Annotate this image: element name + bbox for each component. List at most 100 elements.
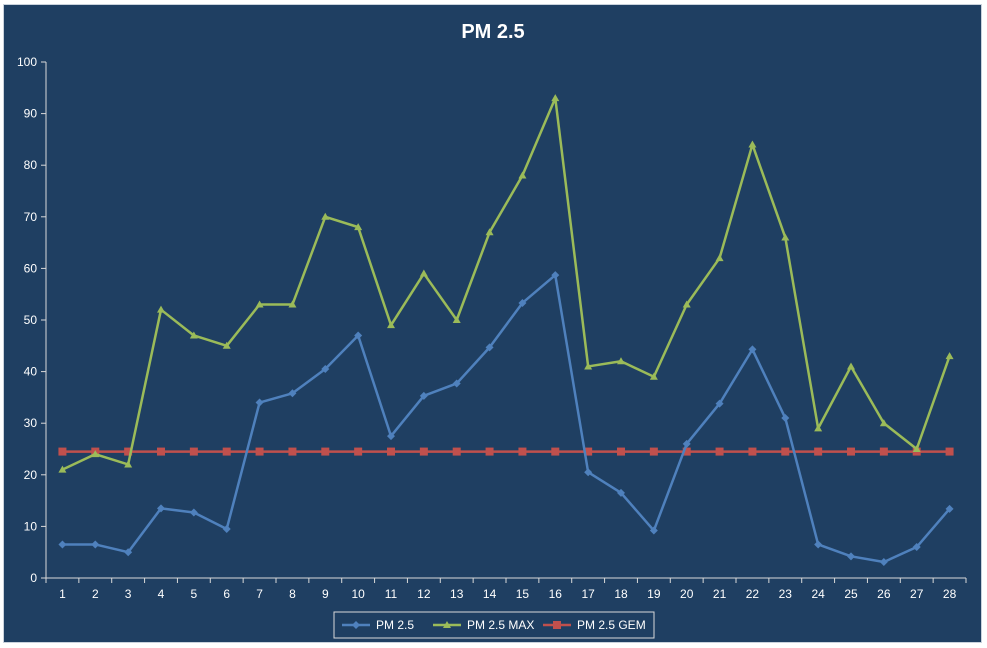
data-point-pm-2-5 bbox=[452, 379, 461, 388]
data-point-pm-2-5-max bbox=[124, 460, 133, 468]
axes bbox=[45, 62, 966, 579]
data-point-pm-2-5-max bbox=[879, 419, 888, 427]
data-point-pm-2-5-gem bbox=[682, 447, 691, 456]
x-tick-label: 2 bbox=[92, 587, 99, 601]
data-point-pm-2-5-gem bbox=[649, 447, 658, 456]
data-point-pm-2-5-max bbox=[617, 357, 625, 365]
data-point-pm-2-5 bbox=[879, 558, 888, 567]
y-tick-label: 0 bbox=[30, 571, 37, 585]
x-tick-label: 15 bbox=[516, 587, 530, 601]
data-point-pm-2-5 bbox=[387, 432, 395, 441]
y-tick-label: 70 bbox=[24, 210, 38, 224]
series-pm-2-5-gem bbox=[58, 447, 954, 456]
data-point-pm-2-5-gem bbox=[879, 447, 888, 456]
x-tick-label: 1 bbox=[59, 587, 66, 601]
data-point-pm-2-5-gem bbox=[715, 447, 724, 456]
data-point-pm-2-5-gem bbox=[189, 447, 198, 456]
data-point-pm-2-5 bbox=[518, 298, 527, 307]
x-tick-label: 5 bbox=[191, 587, 198, 601]
x-tick-label: 12 bbox=[417, 587, 431, 601]
data-point-pm-2-5-max bbox=[847, 362, 855, 370]
series-pm-2-5-max bbox=[58, 94, 954, 473]
data-point-pm-2-5-max bbox=[715, 254, 724, 262]
x-tick-label: 18 bbox=[614, 587, 628, 601]
data-point-pm-2-5 bbox=[58, 540, 67, 549]
data-point-pm-2-5-max bbox=[814, 424, 823, 432]
data-point-pm-2-5 bbox=[617, 488, 625, 497]
data-point-pm-2-5-gem bbox=[124, 447, 133, 456]
data-point-pm-2-5-gem bbox=[157, 447, 165, 456]
data-point-pm-2-5-gem bbox=[222, 447, 231, 456]
legend-item-pm-2-5: PM 2.5 bbox=[342, 618, 414, 632]
chart-area bbox=[3, 4, 982, 643]
data-point-pm-2-5-max bbox=[189, 331, 198, 339]
data-point-pm-2-5-max bbox=[485, 228, 494, 236]
data-point-pm-2-5-gem bbox=[551, 447, 560, 456]
y-tick-label: 50 bbox=[24, 313, 38, 327]
legend-label: PM 2.5 GEM bbox=[577, 618, 646, 632]
y-axis-ticks: 0 10 20 30 40 50 60 70 80 90 100 bbox=[17, 55, 46, 585]
data-point-pm-2-5-max bbox=[912, 445, 921, 452]
data-point-pm-2-5 bbox=[814, 540, 823, 549]
data-point-pm-2-5 bbox=[649, 526, 658, 535]
data-point-pm-2-5-max bbox=[91, 450, 100, 458]
x-tick-label: 25 bbox=[844, 587, 858, 601]
data-point-pm-2-5 bbox=[321, 365, 330, 374]
data-point-pm-2-5-max bbox=[157, 305, 165, 313]
x-tick-label: 23 bbox=[779, 587, 793, 601]
x-tick-label: 17 bbox=[581, 587, 595, 601]
data-point-pm-2-5-gem bbox=[781, 447, 790, 456]
data-point-pm-2-5-max bbox=[649, 372, 658, 380]
chart-title: PM 2.5 bbox=[461, 21, 524, 43]
data-point-pm-2-5 bbox=[682, 439, 691, 448]
data-point-pm-2-5 bbox=[847, 552, 855, 561]
x-tick-label: 11 bbox=[385, 587, 398, 601]
data-point-pm-2-5 bbox=[189, 508, 198, 517]
data-point-pm-2-5 bbox=[222, 524, 231, 533]
series-line-pm-2-5 bbox=[62, 273, 951, 564]
data-point-pm-2-5 bbox=[255, 398, 264, 407]
legend: PM 2.5 PM 2.5 MAX PM 2.5 GEM bbox=[333, 611, 655, 639]
series-group bbox=[58, 94, 954, 567]
x-tick-label: 8 bbox=[289, 587, 296, 601]
x-tick-label: 21 bbox=[713, 587, 727, 601]
data-point-pm-2-5-gem bbox=[354, 447, 363, 456]
data-point-pm-2-5-gem bbox=[617, 447, 625, 456]
x-tick-label: 9 bbox=[322, 587, 329, 601]
data-point-pm-2-5-gem bbox=[58, 447, 67, 456]
x-axis-ticks: 1 2 3 4 5 6 7 8 9 10 11 12 13 14 15 16 17 18 19 20 21 22 23 24 2… bbox=[45, 578, 967, 601]
data-point-pm-2-5-max bbox=[321, 212, 330, 220]
legend-item-pm-2-5-gem: PM 2.5 GEM bbox=[543, 618, 646, 632]
data-point-pm-2-5 bbox=[781, 414, 790, 423]
data-point-pm-2-5 bbox=[485, 343, 494, 352]
data-point-pm-2-5 bbox=[91, 540, 100, 549]
x-tick-label: 27 bbox=[910, 587, 924, 601]
data-point-pm-2-5-gem bbox=[452, 447, 461, 456]
x-tick-label: 3 bbox=[125, 587, 132, 601]
data-point-pm-2-5 bbox=[419, 391, 428, 400]
data-point-pm-2-5-gem bbox=[814, 447, 823, 456]
x-tick-label: 7 bbox=[256, 587, 263, 601]
data-point-pm-2-5-max bbox=[288, 300, 297, 308]
x-tick-label: 14 bbox=[483, 587, 497, 601]
data-point-pm-2-5-max bbox=[781, 233, 790, 241]
data-point-pm-2-5 bbox=[124, 548, 133, 557]
data-point-pm-2-5-max bbox=[682, 300, 691, 308]
x-tick-label: 26 bbox=[877, 587, 891, 601]
data-point-pm-2-5-max bbox=[222, 341, 231, 349]
y-tick-label: 20 bbox=[24, 468, 38, 482]
y-tick-label: 40 bbox=[24, 365, 38, 379]
x-tick-label: 13 bbox=[450, 587, 464, 601]
data-point-pm-2-5 bbox=[354, 331, 363, 340]
series-line-pm-2-5-max bbox=[61, 96, 951, 471]
y-tick-label: 90 bbox=[24, 107, 38, 121]
y-tick-label: 60 bbox=[24, 261, 38, 275]
data-point-pm-2-5-gem bbox=[419, 447, 428, 456]
data-point-pm-2-5 bbox=[912, 543, 921, 552]
data-point-pm-2-5-max bbox=[452, 316, 461, 323]
data-point-pm-2-5 bbox=[584, 468, 593, 477]
x-tick-label: 16 bbox=[549, 587, 563, 601]
legend-swatch-marker bbox=[352, 621, 360, 629]
x-tick-label: 4 bbox=[158, 587, 165, 601]
